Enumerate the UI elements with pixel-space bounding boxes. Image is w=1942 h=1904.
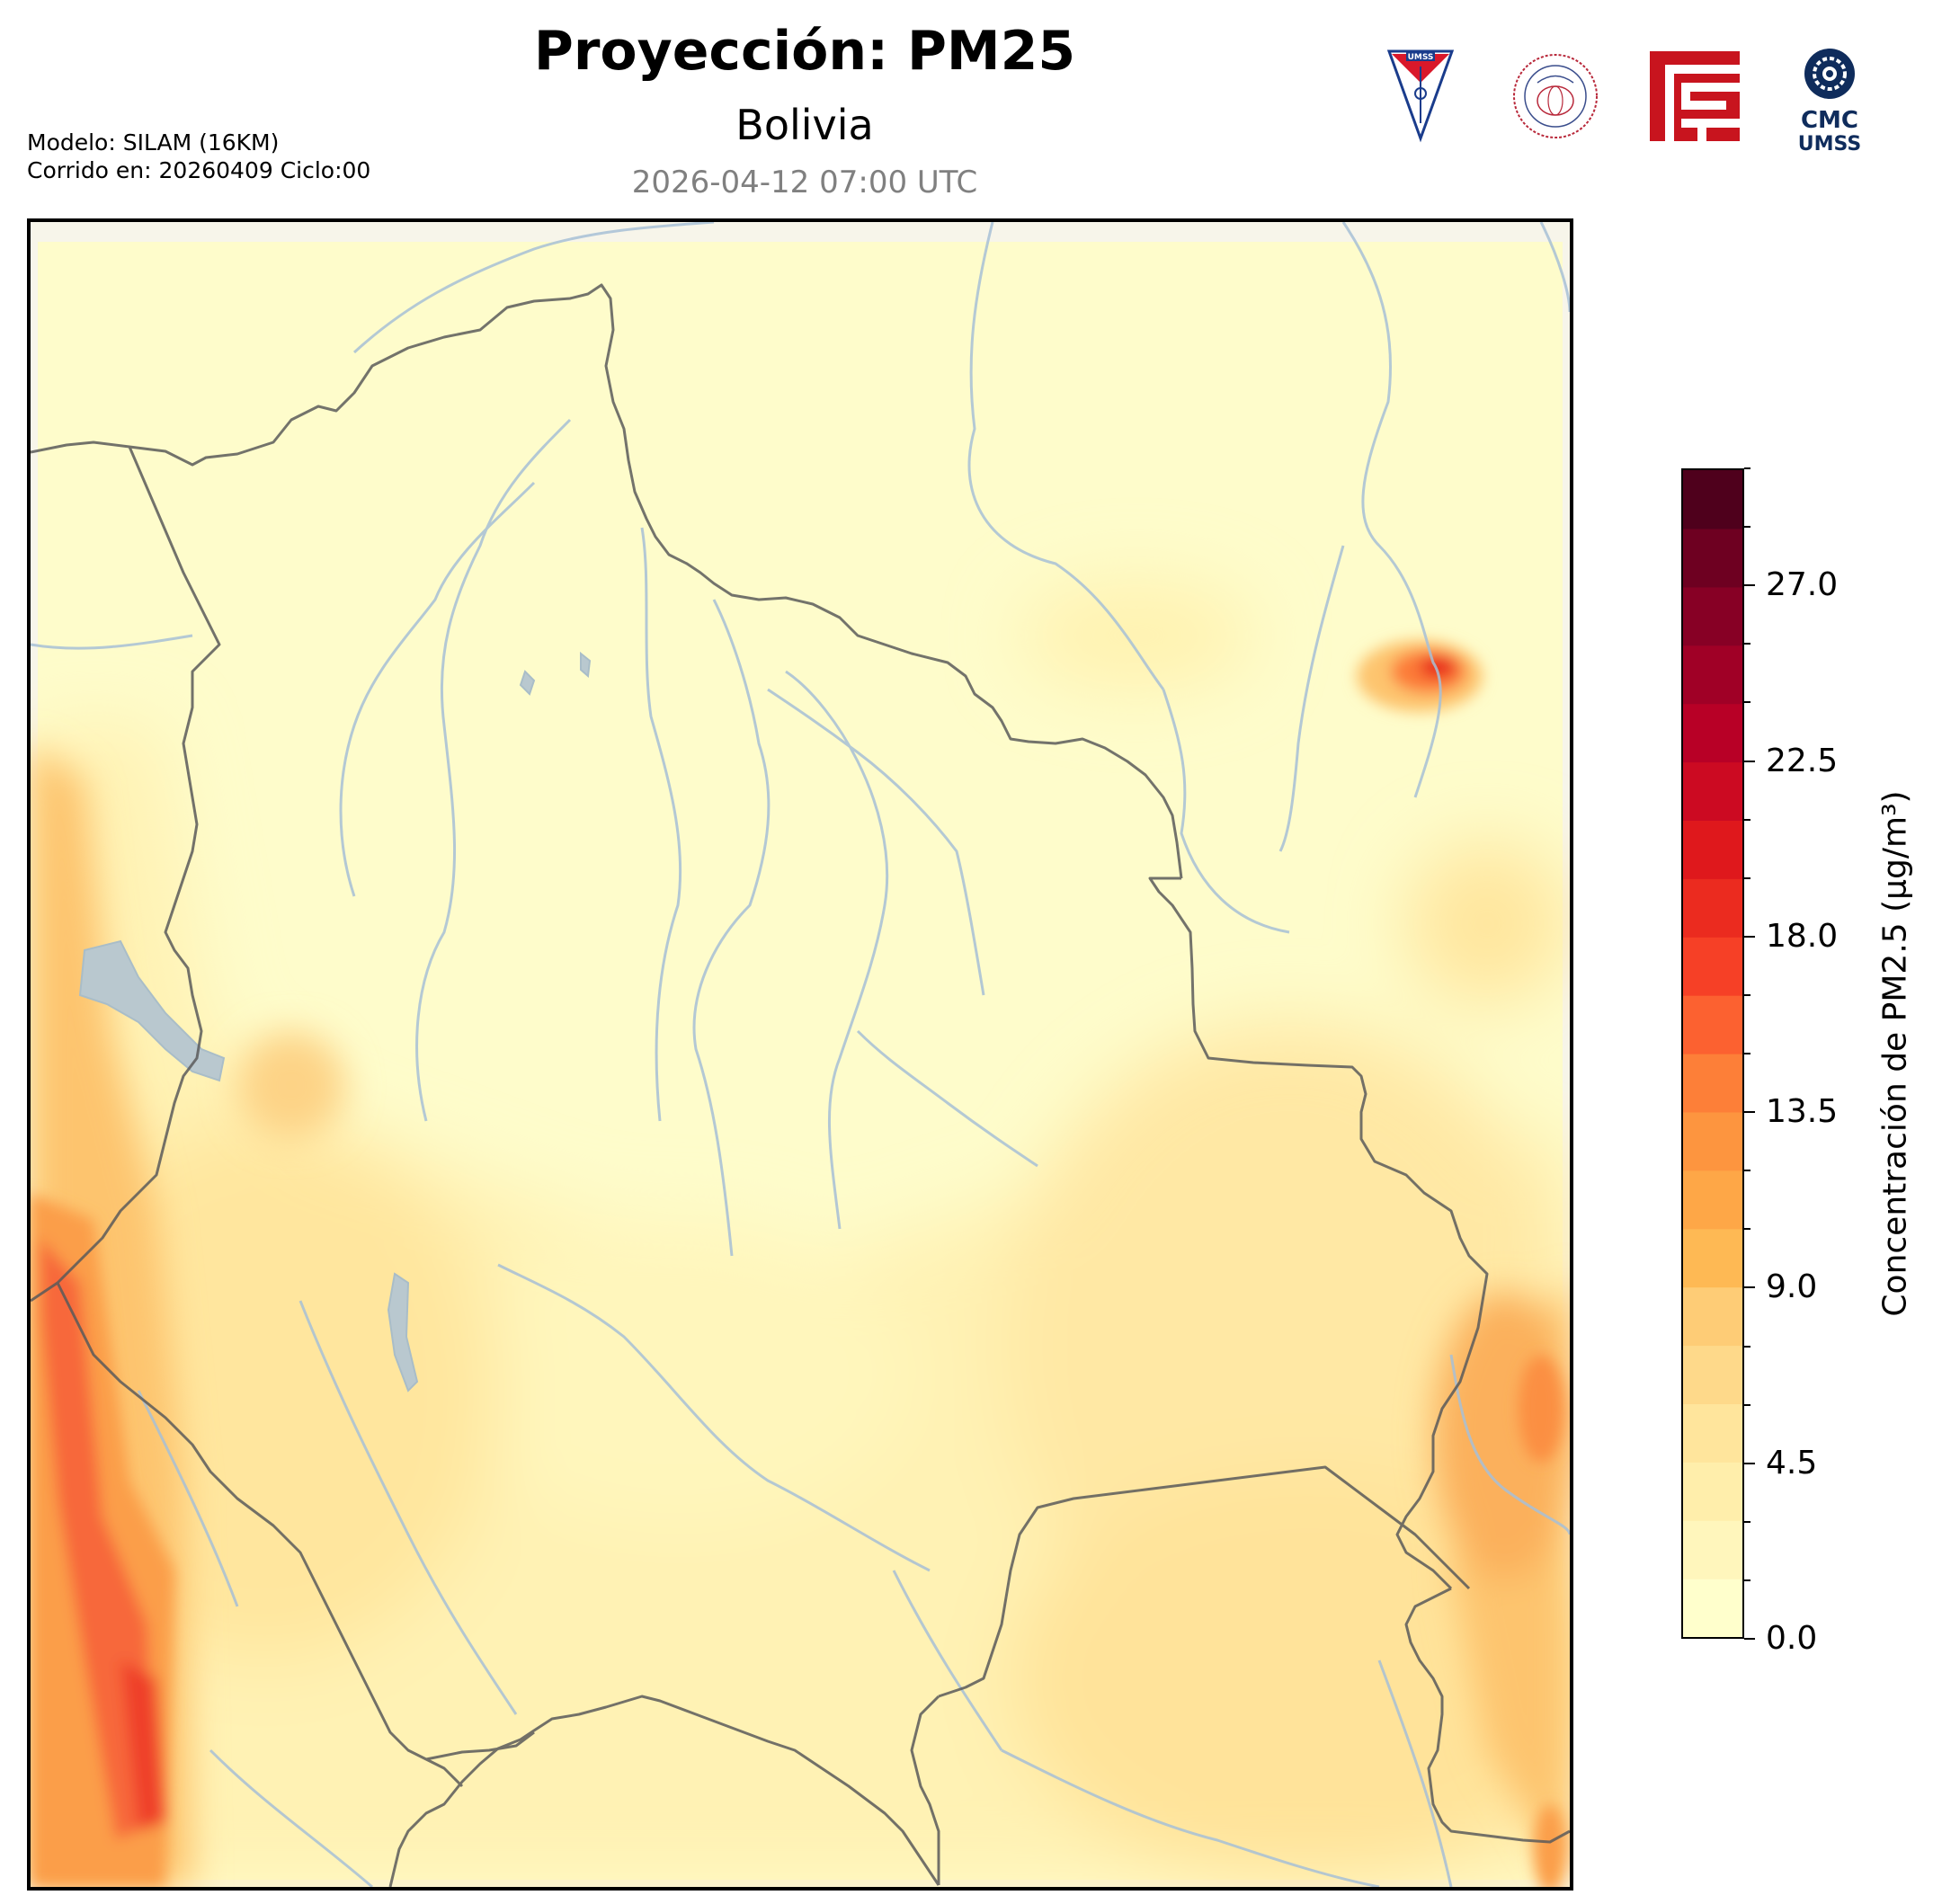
colorbar-level-0 [1683, 1579, 1742, 1637]
colorbar-level-13 [1683, 820, 1742, 879]
colorbar-level-16 [1683, 645, 1742, 705]
colorbar-minor-tick [1744, 1403, 1750, 1406]
rivers [31, 222, 1570, 1887]
colorbar-level-10 [1683, 995, 1742, 1054]
colorbar-level-8 [1683, 1111, 1742, 1171]
cmc-umss-logo: CMC UMSS [1798, 49, 1861, 156]
colorbar-minor-tick [1744, 1638, 1750, 1640]
colorbar-level-11 [1683, 937, 1742, 996]
colorbar-tick-label: 27.0 [1766, 566, 1839, 604]
colorbar [1681, 468, 1744, 1639]
colorbar-minor-tick [1744, 1520, 1750, 1523]
red-geometric-logo [1650, 51, 1740, 141]
colorbar-level-14 [1683, 761, 1742, 821]
model-line: Modelo: SILAM (16KM) [27, 129, 280, 156]
colorbar-minor-tick [1744, 1228, 1750, 1231]
colorbar-minor-tick [1744, 467, 1750, 469]
colorbar-minor-tick [1744, 1286, 1750, 1289]
svg-text:UMSS: UMSS [1408, 53, 1434, 62]
colorbar-minor-tick [1744, 701, 1750, 704]
colorbar-minor-tick [1744, 526, 1750, 529]
colorbar-tick-label: 4.5 [1766, 1444, 1818, 1481]
colorbar-level-1 [1683, 1520, 1742, 1579]
colorbar-label: Concentración de PM2.5 (µg/m³) [1876, 790, 1914, 1317]
colorbar-tick-label: 22.5 [1766, 742, 1839, 779]
region-subtitle: Bolivia [735, 101, 874, 149]
pm25-concentration-field [31, 222, 1570, 1887]
colorbar-minor-tick [1744, 1170, 1750, 1172]
colorbar-minor-tick [1744, 935, 1750, 938]
colorbar-level-5 [1683, 1286, 1742, 1347]
svg-text:CMC: CMC [1801, 107, 1858, 134]
colorbar-minor-tick [1744, 1111, 1750, 1114]
colorbar-minor-tick [1744, 1345, 1750, 1348]
colorbar-minor-tick [1744, 876, 1750, 879]
departamento-fisica-seal-logo [1513, 54, 1598, 138]
country-borders [31, 283, 1570, 1887]
colorbar-level-12 [1683, 878, 1742, 938]
colorbar-level-7 [1683, 1170, 1742, 1230]
colorbar-level-19 [1683, 470, 1742, 529]
colorbar-minor-tick [1744, 1053, 1750, 1054]
umss-shield-logo: UMSS [1386, 49, 1455, 143]
colorbar-tick-label: 13.5 [1766, 1093, 1839, 1131]
institution-logos: UMSS CMC UMSS [1376, 47, 1879, 156]
page-title: Proyección: PM25 [533, 20, 1076, 83]
run-line: Corrido en: 20260409 Ciclo:00 [27, 157, 371, 183]
colorbar-minor-tick [1744, 643, 1750, 645]
colorbar-level-9 [1683, 1054, 1742, 1113]
colorbar-tick-label: 0.0 [1766, 1620, 1818, 1657]
pm25-map[interactable] [27, 218, 1573, 1891]
colorbar-minor-tick [1744, 584, 1750, 587]
colorbar-level-6 [1683, 1228, 1742, 1288]
svg-text:UMSS: UMSS [1798, 133, 1861, 156]
forecast-datetime: 2026-04-12 07:00 UTC [631, 165, 978, 200]
colorbar-minor-tick [1744, 1462, 1750, 1464]
colorbar-level-17 [1683, 586, 1742, 646]
colorbar-level-15 [1683, 703, 1742, 763]
lakes [78, 651, 592, 1392]
colorbar-gradient [1683, 470, 1742, 1637]
map-canvas [31, 222, 1570, 1887]
colorbar-minor-tick [1744, 818, 1750, 821]
colorbar-tick-label: 18.0 [1766, 917, 1839, 955]
colorbar-level-2 [1683, 1462, 1742, 1521]
colorbar-level-3 [1683, 1403, 1742, 1463]
colorbar-minor-tick [1744, 760, 1750, 762]
colorbar-level-18 [1683, 528, 1742, 588]
colorbar-tick-label: 9.0 [1766, 1268, 1818, 1306]
model-info: Modelo: SILAM (16KM) Corrido en: 2026040… [27, 129, 370, 184]
colorbar-minor-tick [1744, 1579, 1750, 1581]
colorbar-level-4 [1683, 1345, 1742, 1404]
colorbar-minor-tick [1744, 993, 1750, 996]
